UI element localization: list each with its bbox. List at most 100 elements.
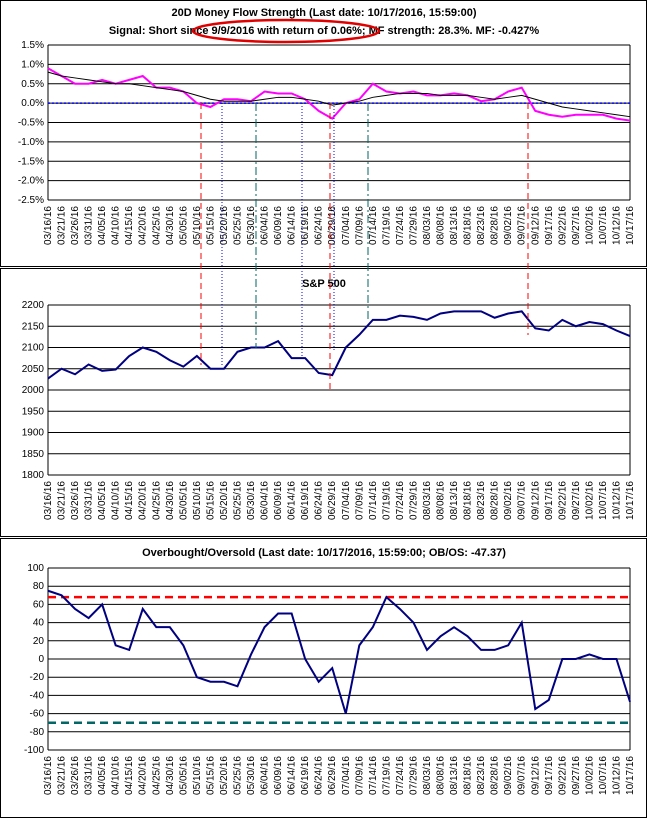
x-tick-label: 07/29/16 [408, 756, 419, 795]
x-tick-label: 08/18/16 [463, 756, 474, 795]
y-tick-label: -2.5% [18, 195, 44, 206]
x-tick-label: 03/21/16 [57, 481, 68, 520]
data-line [47, 589, 631, 714]
highlight-ellipse [191, 18, 381, 44]
x-tick-label: 06/04/16 [260, 481, 271, 520]
x-tick-label: 06/04/16 [260, 756, 271, 795]
x-tick-label: 10/02/16 [584, 206, 595, 245]
x-tick-label: 06/24/16 [314, 206, 325, 245]
x-tick-label: 04/05/16 [97, 756, 108, 795]
x-tick-label: 10/02/16 [584, 481, 595, 520]
x-tick-label: 08/08/16 [436, 756, 447, 795]
x-tick-label: 04/20/16 [138, 206, 149, 245]
x-tick-label: 10/17/16 [625, 756, 636, 795]
x-tick-label: 07/29/16 [408, 206, 419, 245]
x-tick-label: 04/05/16 [97, 206, 108, 245]
y-tick-label: -60 [30, 709, 45, 720]
x-tick-label: 10/12/16 [611, 481, 622, 520]
x-tick-label: 10/17/16 [625, 481, 636, 520]
x-tick-label: 05/30/16 [246, 206, 257, 245]
x-tick-label: 03/16/16 [43, 756, 54, 795]
x-tick-label: 04/25/16 [151, 481, 162, 520]
x-tick-label: 05/05/16 [178, 756, 189, 795]
y-tick-label: -0.5% [18, 118, 44, 129]
y-tick-label: -1.5% [18, 156, 44, 167]
x-tick-label: 08/23/16 [476, 206, 487, 245]
x-tick-label: 09/22/16 [557, 206, 568, 245]
y-tick-label: 0 [38, 654, 44, 665]
x-tick-label: 10/07/16 [598, 206, 609, 245]
x-tick-label: 10/02/16 [584, 756, 595, 795]
x-tick-label: 04/25/16 [151, 206, 162, 245]
x-tick-label: 06/24/16 [314, 756, 325, 795]
x-tick-label: 08/13/16 [449, 756, 460, 795]
x-tick-label: 05/15/16 [205, 481, 216, 520]
y-tick-label: 1.5% [21, 40, 44, 51]
x-tick-label: 09/07/16 [517, 481, 528, 520]
y-tick-label: 1900 [22, 428, 45, 439]
x-tick-label: 08/28/16 [490, 206, 501, 245]
x-tick-label: 10/12/16 [611, 756, 622, 795]
x-tick-label: 07/24/16 [395, 206, 406, 245]
y-tick-label: -80 [30, 727, 45, 738]
x-tick-label: 03/31/16 [84, 756, 95, 795]
x-tick-label: 09/27/16 [571, 481, 582, 520]
x-tick-label: 09/12/16 [530, 206, 541, 245]
x-tick-label: 06/09/16 [273, 481, 284, 520]
x-tick-label: 07/19/16 [381, 756, 392, 795]
x-tick-label: 08/13/16 [449, 481, 460, 520]
x-tick-label: 09/17/16 [544, 206, 555, 245]
y-tick-label: -100 [24, 745, 44, 756]
x-tick-label: 07/24/16 [395, 756, 406, 795]
x-tick-label: 06/09/16 [273, 206, 284, 245]
x-tick-label: 08/23/16 [476, 481, 487, 520]
x-tick-label: 07/04/16 [341, 481, 352, 520]
chart-title: S&P 500 [302, 278, 346, 290]
x-tick-label: 05/10/16 [192, 756, 203, 795]
x-tick-label: 07/29/16 [408, 481, 419, 520]
x-tick-label: 04/10/16 [111, 481, 122, 520]
x-tick-label: 10/07/16 [598, 756, 609, 795]
y-tick-label: 1.0% [21, 59, 44, 70]
y-tick-label: -40 [30, 690, 45, 701]
x-tick-label: 05/10/16 [192, 206, 203, 245]
x-tick-label: 07/04/16 [341, 206, 352, 245]
x-tick-label: 08/23/16 [476, 756, 487, 795]
x-tick-label: 03/16/16 [43, 481, 54, 520]
y-tick-label: 60 [33, 599, 45, 610]
x-tick-label: 06/29/16 [327, 206, 338, 245]
x-tick-label: 08/03/16 [422, 206, 433, 245]
x-tick-label: 05/20/16 [219, 756, 230, 795]
x-tick-label: 06/14/16 [287, 756, 298, 795]
x-tick-label: 10/17/16 [625, 206, 636, 245]
data-line [47, 67, 631, 122]
x-tick-label: 05/30/16 [246, 481, 257, 520]
x-tick-label: 04/30/16 [165, 481, 176, 520]
x-tick-label: 04/15/16 [124, 481, 135, 520]
x-tick-label: 03/16/16 [43, 206, 54, 245]
y-tick-label: 0.0% [21, 98, 44, 109]
y-tick-label: 80 [33, 581, 45, 592]
y-tick-label: 40 [33, 618, 45, 629]
x-tick-label: 07/14/16 [368, 481, 379, 520]
x-tick-label: 07/19/16 [381, 206, 392, 245]
x-tick-label: 09/17/16 [544, 481, 555, 520]
x-tick-label: 05/20/16 [219, 481, 230, 520]
x-tick-label: 10/12/16 [611, 206, 622, 245]
x-tick-label: 05/05/16 [178, 481, 189, 520]
x-tick-label: 09/12/16 [530, 481, 541, 520]
y-tick-label: 2050 [22, 364, 45, 375]
x-tick-label: 07/09/16 [354, 481, 365, 520]
x-tick-label: 07/14/16 [368, 756, 379, 795]
x-tick-label: 06/04/16 [260, 206, 271, 245]
chart-subtitle: Signal: Short since 9/9/2016 with return… [109, 25, 540, 37]
chart-title: 20D Money Flow Strength (Last date: 10/1… [171, 7, 476, 19]
data-line [47, 71, 631, 118]
x-tick-label: 09/02/16 [503, 206, 514, 245]
x-tick-label: 08/28/16 [490, 481, 501, 520]
x-tick-label: 03/26/16 [70, 481, 81, 520]
x-tick-label: 08/18/16 [463, 206, 474, 245]
panel-frame [0, 268, 647, 537]
x-tick-label: 04/10/16 [111, 756, 122, 795]
